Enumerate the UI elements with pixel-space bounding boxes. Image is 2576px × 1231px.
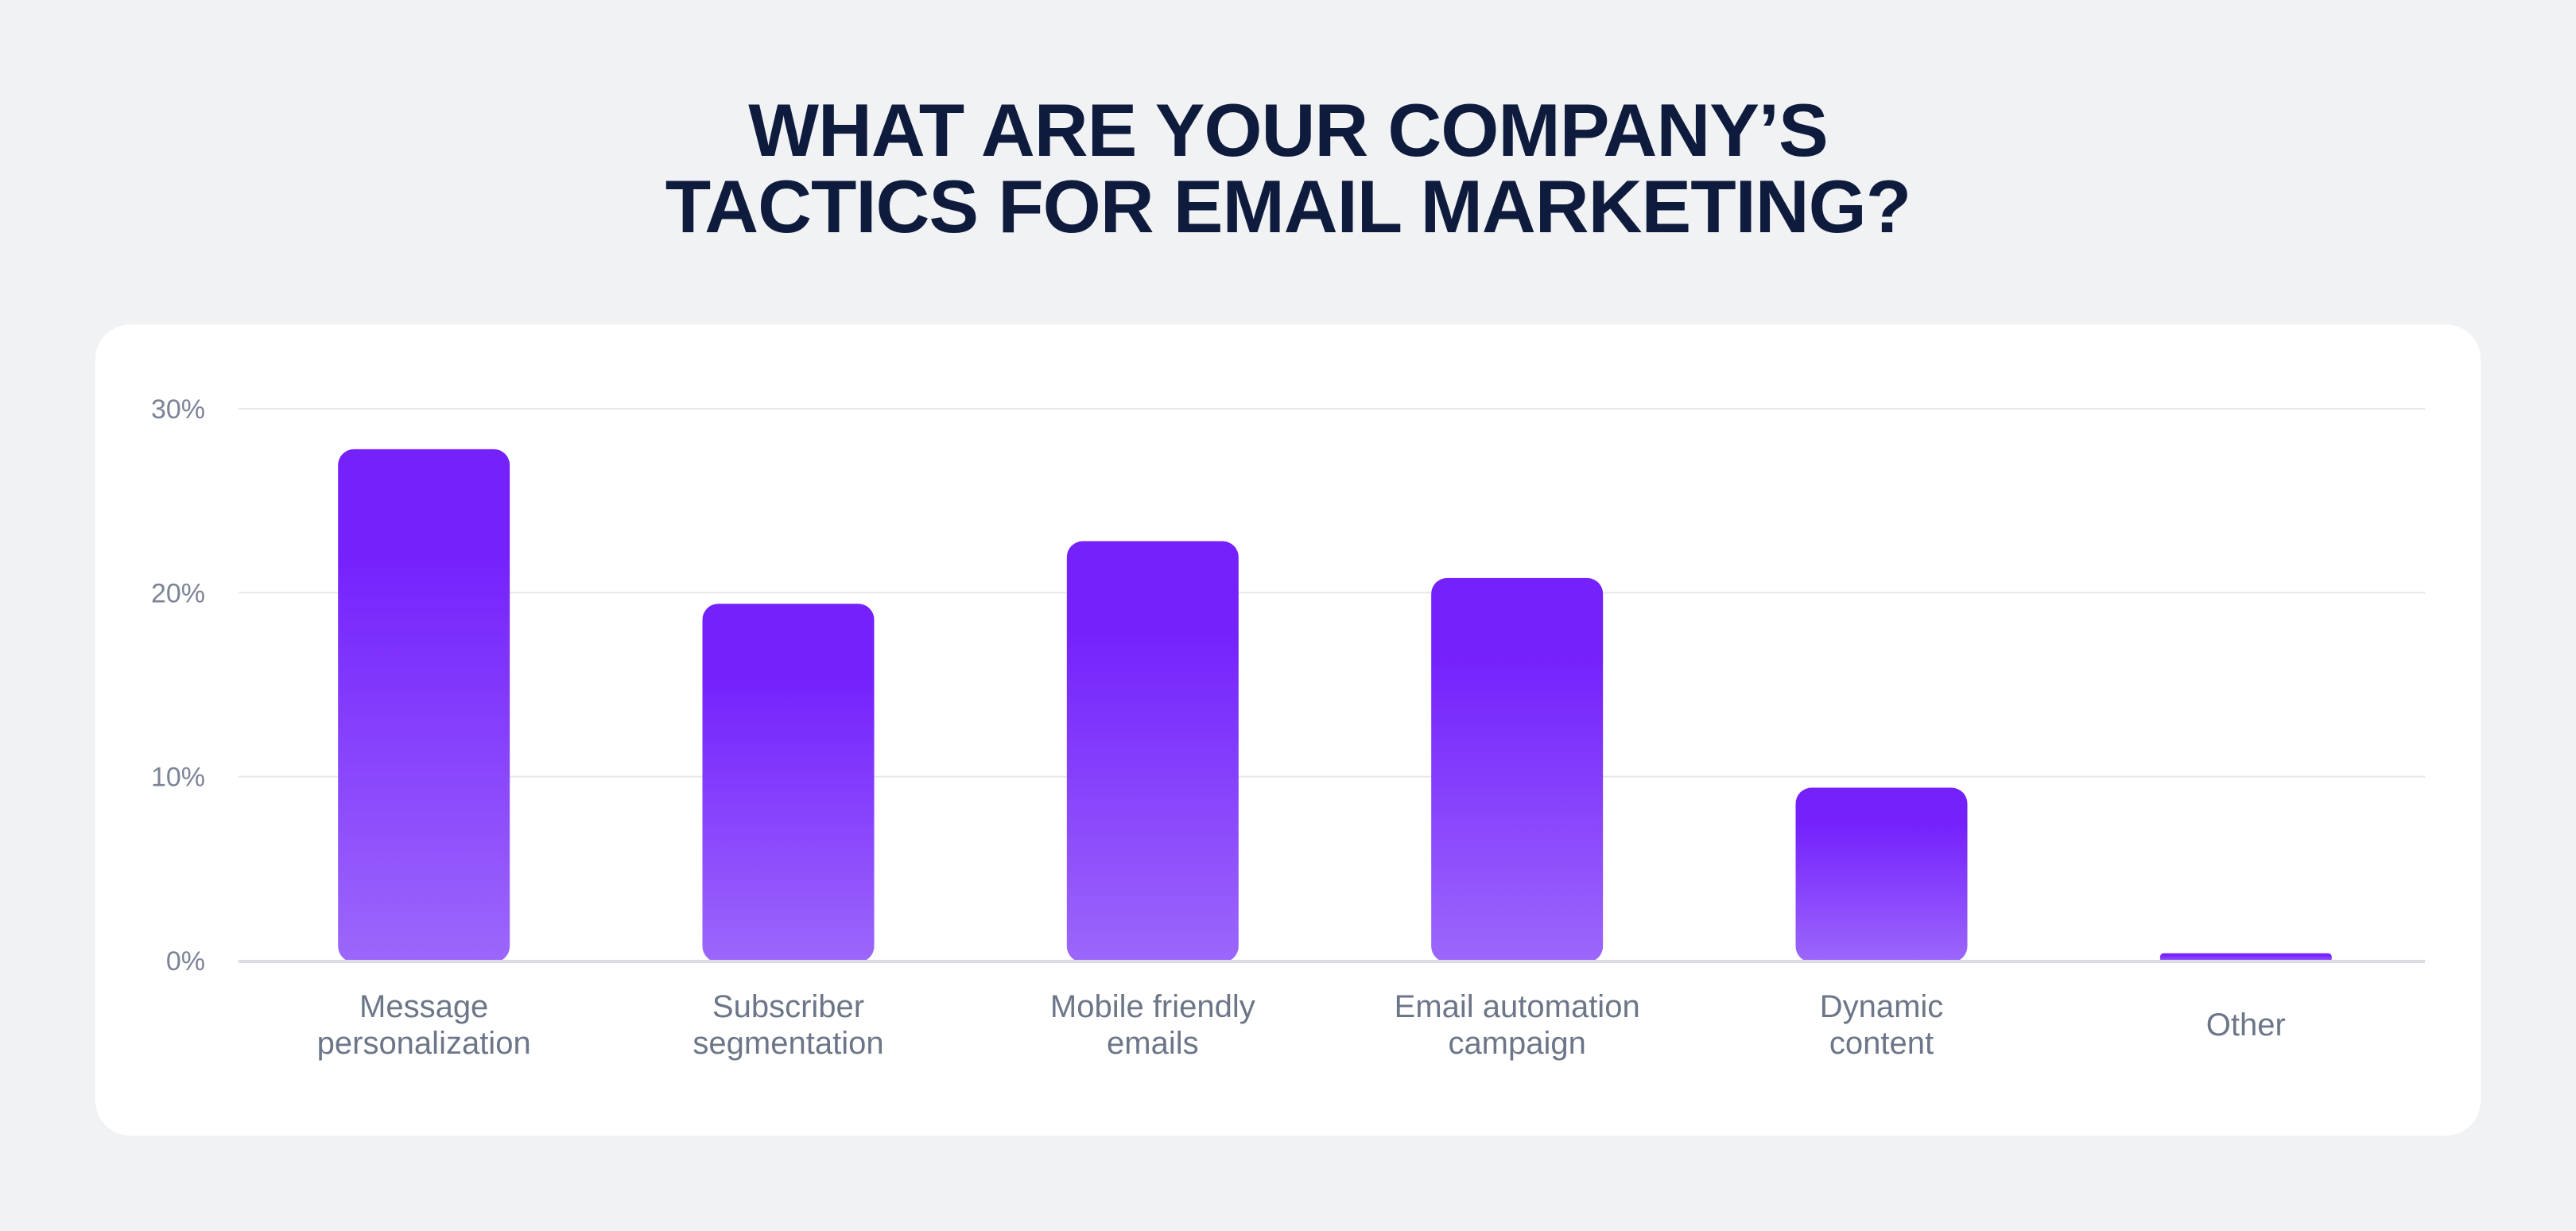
category-label: Mobile friendly: [1050, 989, 1255, 1024]
category-label: Email automation: [1395, 989, 1640, 1024]
category-label: personalization: [317, 1026, 531, 1061]
gridlines: [239, 408, 2425, 778]
chart-card: 0% 10% 20% 30% Message personalization Subscr…: [95, 324, 2481, 1136]
y-tick-label: 30%: [151, 394, 205, 425]
bar: [1066, 541, 1239, 962]
category-label: content: [1829, 1026, 1934, 1061]
category-label: Message: [359, 989, 488, 1024]
chart-title: WHAT ARE YOUR COMPANY’S TACTICS FOR EMAI…: [0, 92, 2576, 245]
category-label: Dynamic: [1820, 989, 1944, 1024]
y-tick-label: 10%: [151, 763, 205, 793]
y-axis-tick-labels: 0% 10% 20% 30%: [151, 394, 205, 977]
bar: [702, 604, 875, 962]
category-label: campaign: [1448, 1026, 1585, 1061]
chart-title-line-2: TACTICS FOR EMAIL MARKETING?: [665, 165, 1911, 248]
bar: [1795, 787, 1968, 962]
y-tick-label: 20%: [151, 578, 205, 608]
category-label: emails: [1107, 1026, 1199, 1061]
bar: [1431, 577, 1604, 962]
category-label: Subscriber: [712, 989, 864, 1024]
bars: [338, 449, 2332, 962]
category-label: segmentation: [692, 1026, 883, 1061]
y-tick-label: 0%: [166, 946, 205, 977]
chart-title-line-1: WHAT ARE YOUR COMPANY’S: [748, 88, 1828, 172]
category-label: Other: [2206, 1008, 2286, 1043]
bar: [338, 449, 510, 962]
